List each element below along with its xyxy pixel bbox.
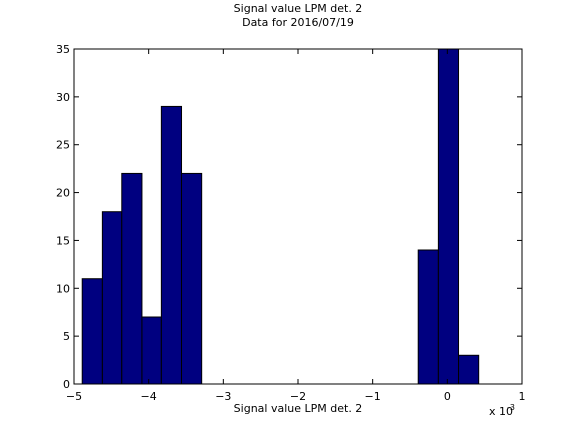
x-tick-label-3: −3 [215, 390, 231, 403]
x-tick-label-2: −4 [141, 390, 157, 403]
y-tick-label-2: 5 [63, 330, 70, 343]
y-tick-label-7: 30 [56, 91, 70, 104]
y-tick-label-4: 15 [56, 234, 70, 247]
histogram-bar-1 [81, 278, 103, 385]
y-tick-label-3: 10 [56, 282, 70, 295]
y-tick-label-8: 35 [56, 43, 70, 56]
histogram-bar-3 [121, 172, 143, 385]
x-tick-label-1: −5 [66, 390, 82, 403]
x-tick-label-5: −1 [365, 390, 381, 403]
x-axis-label: Signal value LPM det. 2 [234, 402, 363, 415]
x-axis-exponent-power: -3 [507, 403, 515, 412]
x-tick-label-6: 0 [444, 390, 451, 403]
histogram-bar-2 [101, 211, 123, 385]
x-tick-label-7: 1 [519, 390, 526, 403]
chart-subtitle: Data for 2016/07/19 [242, 16, 354, 29]
histogram-bar-7 [417, 249, 439, 385]
x-axis-exponent-base: x 10 [489, 405, 513, 418]
y-axis-ticks: 0 5 10 15 20 25 30 35 [56, 43, 522, 391]
bars-group [81, 48, 480, 385]
x-tick-label-4: −2 [290, 390, 306, 403]
x-axis-ticks: −5 −4 −3 −2 −1 0 1 [66, 49, 526, 403]
histogram-bar-5 [160, 105, 183, 385]
histogram-bar-9 [458, 354, 480, 385]
histogram-bar-8 [437, 48, 460, 385]
y-tick-label-1: 0 [63, 378, 70, 391]
y-tick-label-6: 25 [56, 139, 70, 152]
histogram-bar-4 [141, 316, 162, 385]
histogram-bar-6 [181, 172, 203, 385]
chart-title: Signal value LPM det. 2 [234, 2, 363, 15]
y-tick-label-5: 20 [56, 187, 70, 200]
